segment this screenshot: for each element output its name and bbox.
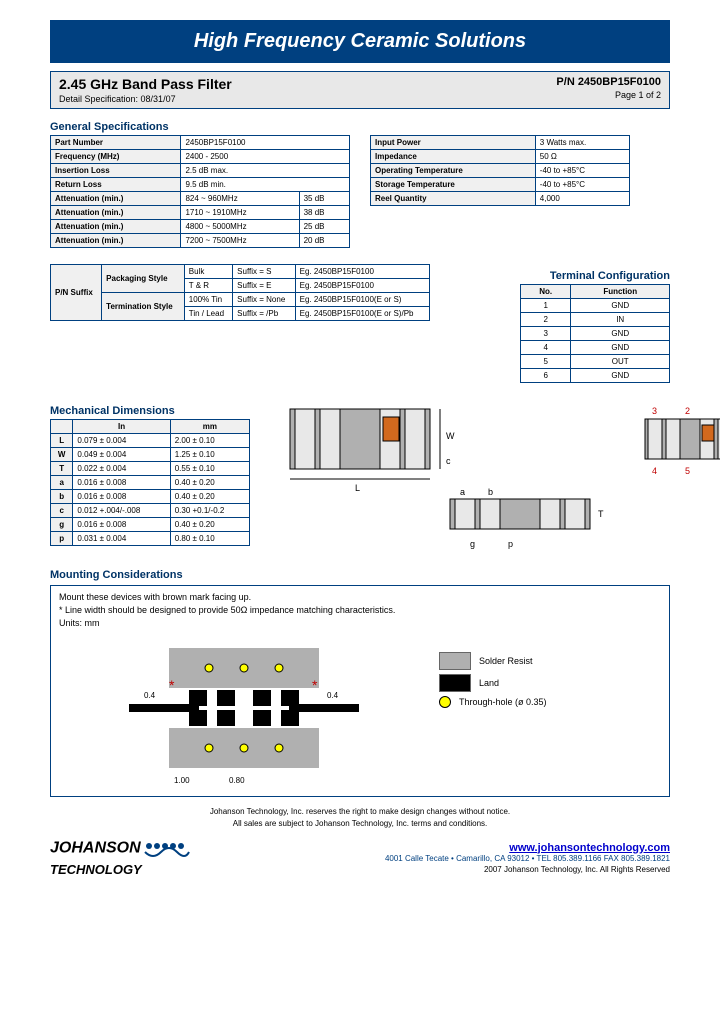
company-info: www.johansontechnology.com 4001 Calle Te… bbox=[385, 842, 670, 874]
terminal-pinout-diagram: 3 2 1 4 5 6 bbox=[630, 399, 720, 489]
dim-3: 1.00 bbox=[174, 776, 190, 785]
company-address: 4001 Calle Tecate • Camarillo, CA 93012 … bbox=[385, 854, 670, 863]
page: High Frequency Ceramic Solutions 2.45 GH… bbox=[0, 0, 720, 1012]
section-mech: Mechanical Dimensions bbox=[50, 405, 250, 417]
spec-table-1: Part Number2450BP15F0100Frequency (MHz)2… bbox=[50, 135, 350, 248]
mount-box: Mount these devices with brown mark faci… bbox=[50, 585, 670, 797]
banner: High Frequency Ceramic Solutions bbox=[50, 20, 670, 63]
svg-text:*: * bbox=[169, 677, 175, 693]
svg-text:c: c bbox=[446, 456, 451, 466]
svg-text:b: b bbox=[488, 487, 493, 497]
section-terminal: Terminal Configuration bbox=[520, 270, 670, 282]
svg-text:4: 4 bbox=[652, 466, 657, 476]
mech-table: InmmL0.079 ± 0.0042.00 ± 0.10W0.049 ± 0.… bbox=[50, 419, 250, 546]
terminal-table: No.Function1GND2IN3GND4GND5OUT6GND bbox=[520, 284, 670, 383]
pn-suffix-table: P/N SuffixPackaging StyleBulkSuffix = SE… bbox=[50, 264, 430, 321]
spec-table-2: Input Power3 Watts max.Impedance50 ΩOper… bbox=[370, 135, 630, 206]
dim-2: 0.4 bbox=[327, 691, 339, 700]
page-number: Page 1 of 2 bbox=[556, 90, 661, 100]
mount-text-1: Mount these devices with brown mark faci… bbox=[59, 592, 661, 602]
product-title: 2.45 GHz Band Pass Filter bbox=[59, 76, 232, 92]
svg-text:p: p bbox=[508, 539, 513, 549]
title-bar: 2.45 GHz Band Pass Filter Detail Specifi… bbox=[50, 71, 670, 109]
legend-solder: Solder Resist bbox=[439, 652, 547, 670]
company-logo: JOHANSON TECHNOLOGY bbox=[50, 838, 193, 877]
svg-text:*: * bbox=[312, 677, 318, 693]
copyright: 2007 Johanson Technology, Inc. All Right… bbox=[385, 865, 670, 874]
section-mount: Mounting Considerations bbox=[50, 569, 670, 581]
mech-figure: L W c a b T g p bbox=[270, 399, 610, 559]
dim-1: 0.4 bbox=[144, 691, 156, 700]
dim-4: 0.80 bbox=[229, 776, 245, 785]
footer-notice-2: All sales are subject to Johanson Techno… bbox=[50, 819, 670, 828]
mounting-diagram: * * 0.4 0.4 1.00 0.80 bbox=[59, 628, 419, 788]
wave-icon bbox=[143, 838, 193, 862]
svg-text:L: L bbox=[355, 483, 360, 493]
svg-text:3: 3 bbox=[652, 406, 657, 416]
part-number: P/N 2450BP15F0100 bbox=[556, 76, 661, 88]
section-general: General Specifications bbox=[50, 121, 670, 133]
detail-spec: Detail Specification: 08/31/07 bbox=[59, 94, 232, 104]
svg-text:T: T bbox=[598, 509, 604, 519]
mount-units: Units: mm bbox=[59, 618, 661, 628]
legend-land: Land bbox=[439, 674, 547, 692]
svg-text:a: a bbox=[460, 487, 465, 497]
svg-text:W: W bbox=[446, 431, 455, 441]
svg-text:5: 5 bbox=[685, 466, 690, 476]
legend-through: Through-hole (ø 0.35) bbox=[439, 696, 547, 708]
footer-notice-1: Johanson Technology, Inc. reserves the r… bbox=[50, 807, 670, 816]
logo-row: JOHANSON TECHNOLOGY www.johansontechnolo… bbox=[50, 838, 670, 877]
component-diagram: L W c a b T g p bbox=[270, 399, 610, 559]
mount-text-2: * Line width should be designed to provi… bbox=[59, 605, 661, 615]
svg-text:g: g bbox=[470, 539, 475, 549]
svg-text:2: 2 bbox=[685, 406, 690, 416]
footer: Johanson Technology, Inc. reserves the r… bbox=[50, 807, 670, 828]
company-url[interactable]: www.johansontechnology.com bbox=[385, 842, 670, 854]
